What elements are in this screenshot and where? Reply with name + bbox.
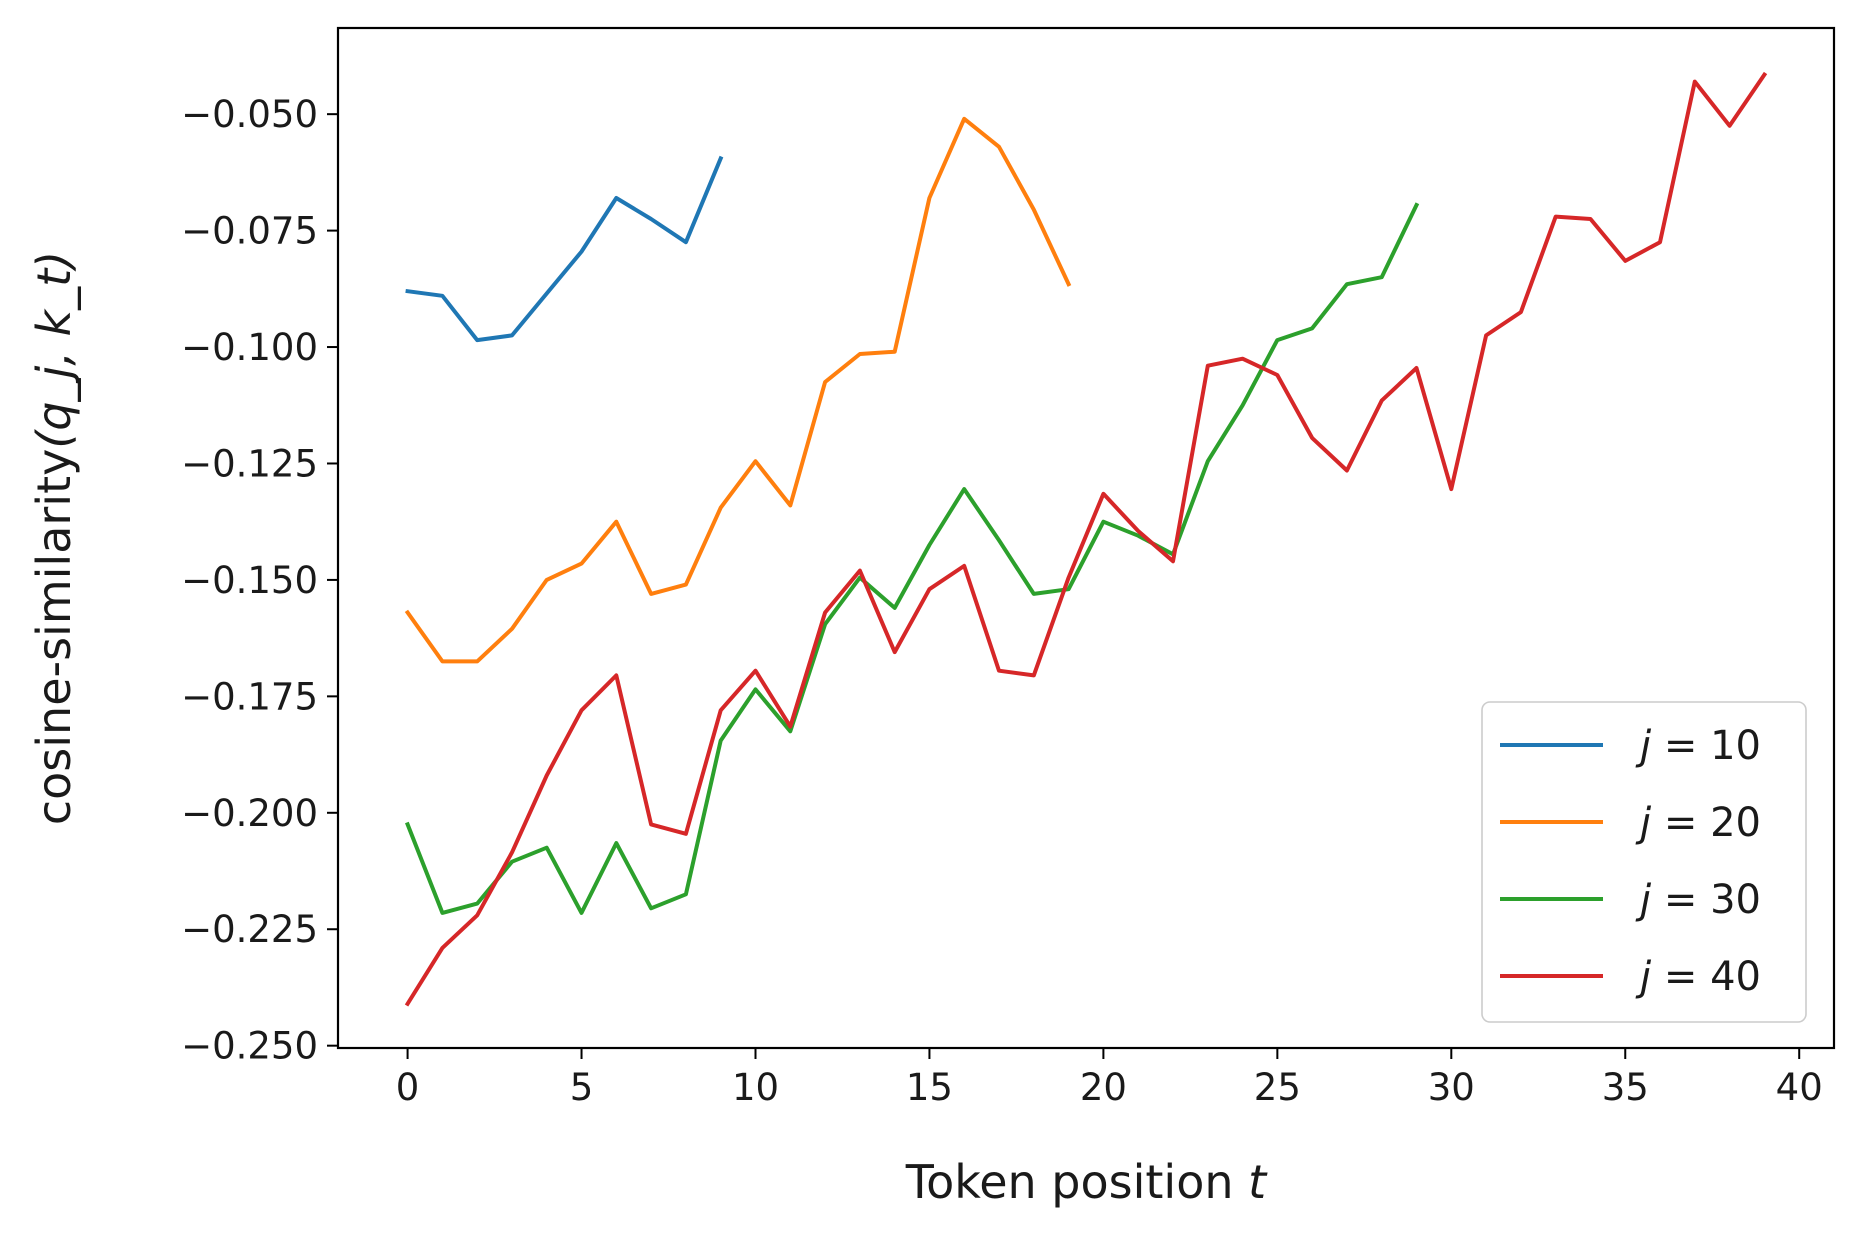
x-axis-ticks: 0 5 10 15 20 25 30 35 40 [396, 1048, 1823, 1109]
legend-box [1481, 701, 1807, 1023]
series-layer [404, 71, 1768, 1007]
series-line-3 [405, 202, 1420, 915]
y-axis-ticks: −0.250 −0.225 −0.200 −0.175 −0.150 −0.125 −0.1… [181, 93, 338, 1068]
legend-var: j [1635, 954, 1652, 1000]
x-tick-label: 5 [570, 1066, 594, 1109]
x-tick-label: 30 [1428, 1066, 1475, 1109]
y-tick-label: −0.175 [181, 675, 318, 718]
legend-value: = 10 [1651, 723, 1761, 769]
legend-value: = 40 [1651, 954, 1761, 1000]
y-tick-label: −0.250 [181, 1025, 318, 1068]
y-axis-label-args: (q_j, k_t) [27, 251, 81, 449]
legend-label-4: j = 40 [1635, 954, 1761, 1000]
legend-label-1: j = 10 [1635, 723, 1761, 769]
x-axis-label-variable: t [1248, 1155, 1268, 1209]
y-tick-label: −0.075 [181, 210, 318, 253]
plot-frame [336, 26, 1836, 1050]
series-line-1 [405, 155, 724, 343]
y-tick-label: −0.050 [181, 93, 318, 136]
legend-label-3: j = 30 [1635, 877, 1761, 923]
x-tick-label: 0 [396, 1066, 420, 1109]
legend: j = 10j = 20j = 30j = 40 [1481, 701, 1807, 1023]
legend-value: = 30 [1651, 877, 1761, 923]
y-axis-label-text: cosine-similarity [27, 449, 81, 826]
legend-label-2: j = 20 [1635, 800, 1761, 846]
x-tick-label: 40 [1776, 1066, 1823, 1109]
y-tick-label: −0.225 [181, 908, 318, 951]
x-tick-label: 10 [732, 1066, 779, 1109]
y-tick-label: −0.200 [181, 792, 318, 835]
y-axis-label: cosine-similarity(q_j, k_t) [27, 251, 81, 825]
legend-value: = 20 [1651, 800, 1761, 846]
y-tick-label: −0.125 [181, 442, 318, 485]
y-tick-label: −0.150 [181, 559, 318, 602]
x-tick-label: 35 [1602, 1066, 1649, 1109]
x-tick-label: 20 [1080, 1066, 1127, 1109]
x-tick-label: 25 [1254, 1066, 1301, 1109]
x-axis-label: Token position t [905, 1155, 1268, 1209]
y-tick-label: −0.100 [181, 326, 318, 369]
x-tick-label: 15 [906, 1066, 953, 1109]
legend-var: j [1635, 800, 1652, 846]
x-axis-label-text: Token position [905, 1155, 1234, 1209]
series-line-4 [404, 71, 1768, 1007]
legend-var: j [1635, 877, 1652, 923]
series-line-2 [404, 116, 1072, 664]
legend-var: j [1635, 723, 1652, 769]
